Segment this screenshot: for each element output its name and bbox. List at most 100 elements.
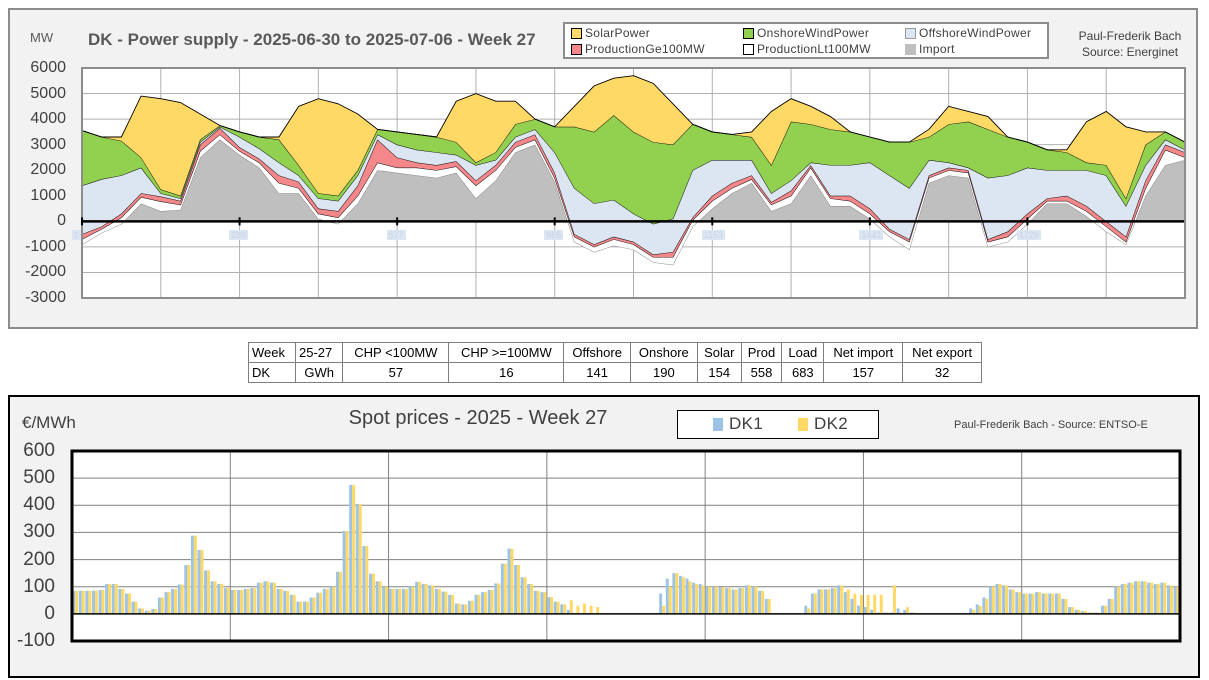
bar-dk2 bbox=[114, 584, 118, 614]
table-header-cell: Prod bbox=[740, 342, 783, 363]
y-tick-label: 6000 bbox=[30, 59, 66, 76]
table-header-cell: Solar bbox=[696, 342, 742, 363]
y-tick-label: 400 bbox=[23, 494, 55, 516]
bar-dk2 bbox=[906, 607, 910, 614]
bar-dk1 bbox=[111, 584, 115, 614]
bar-dk2 bbox=[998, 584, 1002, 614]
bar-dk1 bbox=[718, 587, 722, 614]
bar-dk1 bbox=[540, 592, 544, 614]
bar-dk1 bbox=[507, 548, 511, 614]
table-cell: 154 bbox=[696, 362, 742, 383]
bar-dk1 bbox=[975, 604, 979, 614]
bar-dk1 bbox=[751, 586, 755, 614]
area-solarpower bbox=[81, 75, 1185, 199]
bar-dk2 bbox=[477, 594, 481, 614]
bar-dk1 bbox=[969, 608, 973, 614]
bar-dk1 bbox=[863, 607, 867, 614]
bar-dk1 bbox=[98, 589, 102, 614]
legend-swatch bbox=[905, 43, 916, 55]
bar-dk2 bbox=[180, 584, 184, 614]
legend-label: DK1 bbox=[729, 414, 763, 433]
bar-dk1 bbox=[1147, 582, 1151, 614]
bar-dk1 bbox=[731, 589, 735, 614]
bar-dk2 bbox=[273, 582, 276, 614]
power-credit: Paul-Frederik Bach Source: Energinet bbox=[1070, 28, 1190, 60]
y-tick-label: 4000 bbox=[30, 110, 66, 128]
bar-dk1 bbox=[322, 588, 326, 614]
bar-dk2 bbox=[75, 590, 79, 614]
table-cell: 141 bbox=[563, 362, 631, 383]
bar-dk1 bbox=[824, 589, 828, 614]
bar-dk2 bbox=[391, 588, 395, 614]
table-cell: GWh bbox=[295, 362, 344, 383]
y-tick-label: 2000 bbox=[30, 161, 66, 179]
legend-label: ProductionGe100MW bbox=[585, 42, 705, 56]
bar-dk1 bbox=[177, 584, 181, 614]
bar-dk2 bbox=[451, 594, 455, 614]
bar-dk1 bbox=[217, 584, 221, 614]
bar-dk1 bbox=[830, 588, 834, 614]
bar-dk1 bbox=[843, 592, 847, 614]
bar-dk1 bbox=[817, 589, 821, 614]
bar-dk2 bbox=[827, 589, 830, 614]
table-cell: 16 bbox=[448, 362, 565, 383]
bar-dk1 bbox=[857, 605, 861, 614]
bar-dk2 bbox=[246, 588, 250, 614]
bar-dk2 bbox=[761, 590, 765, 614]
bar-dk1 bbox=[408, 586, 412, 614]
bar-dk2 bbox=[470, 600, 474, 614]
bar-dk2 bbox=[411, 586, 415, 614]
bar-dk1 bbox=[1015, 592, 1019, 614]
summary-table: Week 25-27 CHP <100MW CHP >=100MW Offshore On… bbox=[247, 342, 982, 383]
bar-dk1 bbox=[764, 598, 768, 614]
bar-dk1 bbox=[454, 603, 458, 614]
bar-dk2 bbox=[1150, 582, 1154, 614]
legend-label: OnshoreWindPower bbox=[757, 26, 870, 40]
table-header-cell: CHP >=100MW bbox=[448, 342, 565, 363]
bar-dk1 bbox=[520, 577, 524, 614]
legend-offshore: OffshoreWindPower bbox=[905, 26, 1031, 40]
bar-dk2 bbox=[233, 589, 237, 614]
bar-dk1 bbox=[448, 594, 452, 614]
bar-dk2 bbox=[1005, 585, 1009, 614]
bar-dk2 bbox=[820, 589, 824, 614]
spot-price-chart bbox=[70, 449, 1182, 643]
x-tick-label: 1153 bbox=[701, 230, 726, 241]
table-cell: 683 bbox=[781, 362, 825, 383]
bar-dk1 bbox=[744, 585, 748, 614]
bar-dk2 bbox=[728, 588, 732, 614]
bar-dk2 bbox=[398, 588, 402, 614]
bar-dk2 bbox=[121, 588, 125, 614]
bar-dk2 bbox=[226, 588, 230, 614]
bar-dk1 bbox=[988, 586, 992, 614]
bar-dk2 bbox=[306, 601, 309, 614]
bar-dk1 bbox=[560, 604, 564, 614]
bar-dk2 bbox=[431, 585, 435, 614]
bar-dk1 bbox=[1081, 611, 1085, 614]
bar-dk2 bbox=[141, 608, 145, 614]
bar-dk1 bbox=[401, 588, 405, 614]
bar-dk1 bbox=[1041, 593, 1045, 614]
bar-dk1 bbox=[243, 588, 247, 614]
bar-dk2 bbox=[457, 603, 461, 614]
table-header-cell: Offshore bbox=[563, 342, 631, 363]
bar-dk2 bbox=[484, 592, 488, 614]
bar-dk2 bbox=[675, 573, 679, 614]
bar-dk2 bbox=[550, 597, 553, 614]
bar-dk2 bbox=[503, 563, 507, 614]
legend-dk1: DK1 bbox=[713, 414, 763, 434]
bar-dk2 bbox=[972, 609, 976, 614]
price-y-unit: €/MWh bbox=[22, 413, 76, 432]
bar-dk2 bbox=[174, 588, 178, 614]
bar-dk2 bbox=[378, 581, 382, 614]
legend-swatch bbox=[798, 417, 808, 431]
legend-import: Import bbox=[905, 42, 955, 56]
bar-dk1 bbox=[758, 590, 762, 614]
bar-dk2 bbox=[345, 531, 349, 614]
bar-dk1 bbox=[1160, 582, 1164, 614]
legend-swatch bbox=[571, 43, 582, 55]
bar-dk2 bbox=[167, 592, 171, 614]
bar-dk1 bbox=[711, 586, 715, 614]
bar-dk1 bbox=[190, 535, 194, 614]
bar-dk2 bbox=[1137, 581, 1140, 614]
